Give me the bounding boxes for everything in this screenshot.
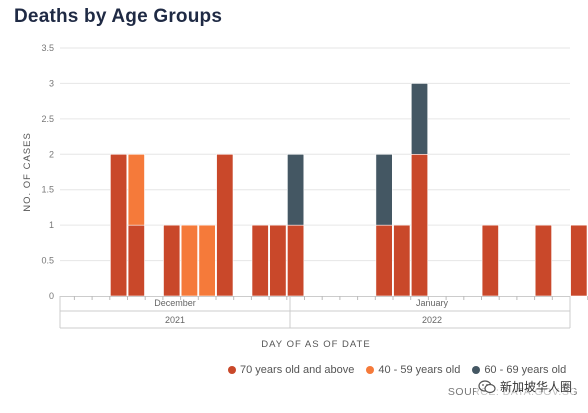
year-label-2021: 2021 — [165, 315, 185, 325]
legend-item-60-69[interactable]: 60 - 69 years old — [472, 364, 566, 376]
y-tick-label: 1 — [49, 220, 54, 230]
legend-label-40-59: 40 - 59 years old — [378, 364, 461, 376]
watermark: 新加坡华人圈 — [475, 378, 574, 395]
bar-segment[interactable] — [198, 224, 216, 297]
legend-dot-70-plus — [228, 366, 236, 374]
bar-segment[interactable] — [269, 224, 287, 297]
bar-segment[interactable] — [127, 224, 145, 297]
y-tick-label: 3 — [49, 78, 54, 88]
legend-dot-40-59 — [366, 366, 375, 374]
bar-segment[interactable] — [127, 153, 145, 226]
x-axis — [59, 296, 588, 329]
bar-segment[interactable] — [410, 153, 428, 297]
bar-segment[interactable] — [110, 153, 128, 297]
month-label-january: January — [416, 298, 449, 308]
legend-dot-60-69 — [472, 366, 481, 374]
bar-segment[interactable] — [287, 153, 305, 226]
legend-item-40-59[interactable]: 40 - 59 years old — [366, 364, 460, 376]
y-tick-label: 1.5 — [41, 185, 54, 195]
bar-segment[interactable] — [180, 224, 198, 297]
y-tick-label: 2.5 — [41, 114, 54, 124]
bar-segment[interactable] — [481, 224, 499, 297]
y-tick-label: 0.5 — [41, 256, 54, 266]
y-tick-label: 3.5 — [41, 43, 54, 53]
legend-label-60-69: 60 - 69 years old — [484, 364, 567, 376]
bars — [110, 83, 588, 297]
y-tick-label: 0 — [49, 291, 54, 301]
y-axis-label: NO. OF CASES — [22, 132, 33, 212]
bar-segment[interactable] — [410, 83, 428, 155]
bar-segment[interactable] — [163, 224, 181, 297]
legend: 70 years old and above 40 - 59 years old… — [228, 364, 566, 376]
x-axis-label: DAY OF AS OF DATE — [261, 339, 370, 350]
watermark-text: 新加坡华人圈 — [499, 380, 572, 394]
bar-segment[interactable] — [534, 224, 552, 297]
y-axis-ticks: 0 0.5 1 1.5 2 2.5 3 3.5 — [41, 43, 54, 301]
chart-title: Deaths by Age Groups — [14, 6, 223, 27]
bar-segment[interactable] — [375, 153, 393, 226]
wechat-icon — [478, 379, 496, 393]
month-label-december: December — [154, 298, 196, 308]
year-label-2022: 2022 — [422, 315, 442, 325]
bar-segment[interactable] — [375, 224, 393, 297]
bar-segment[interactable] — [251, 224, 269, 297]
bar-segment[interactable] — [393, 224, 411, 297]
legend-label-70-plus: 70 years old and above — [240, 364, 355, 376]
y-tick-label: 2 — [49, 149, 54, 159]
bar-segment[interactable] — [287, 224, 305, 297]
bar-segment[interactable] — [216, 153, 234, 297]
legend-item-70-plus[interactable]: 70 years old and above — [228, 364, 354, 376]
bar-segment[interactable] — [570, 224, 588, 297]
